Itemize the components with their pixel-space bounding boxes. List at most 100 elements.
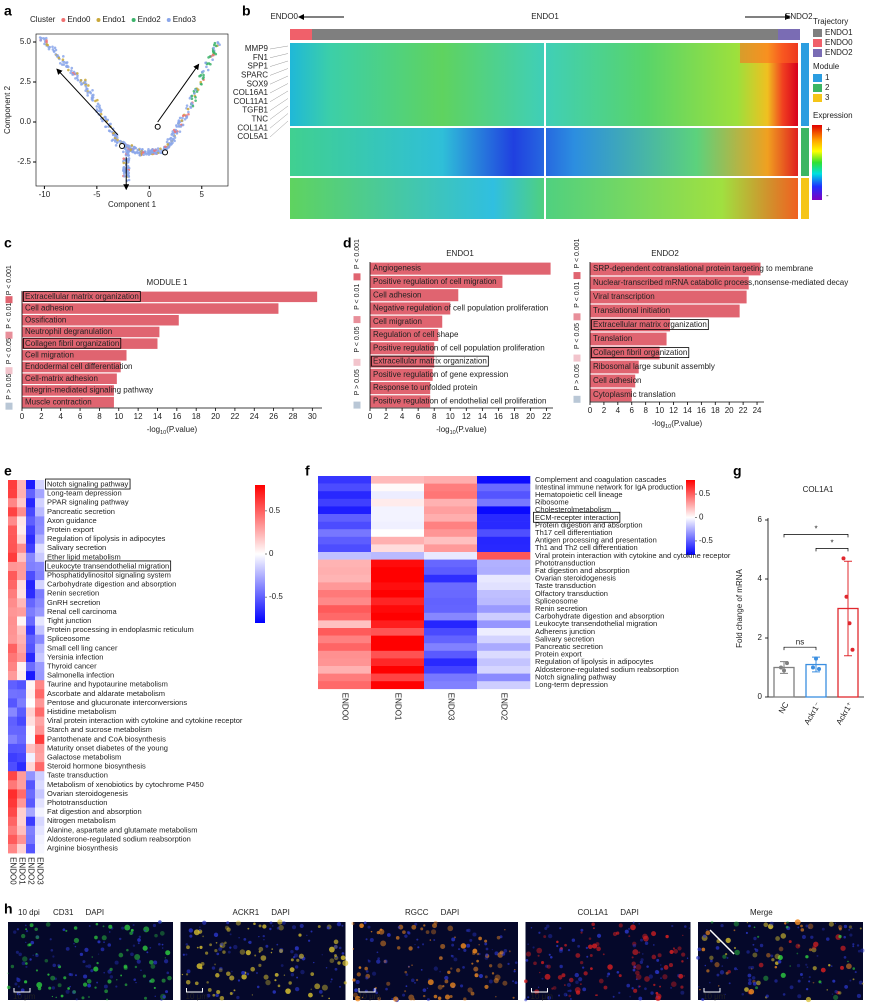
micrograph-signal <box>25 941 27 944</box>
row-label: Phototransduction <box>535 558 595 567</box>
micrograph-signal <box>137 938 141 942</box>
cell-point <box>169 136 173 140</box>
cell-point <box>205 65 208 69</box>
heatmap-cell <box>17 561 27 572</box>
cell-point <box>135 150 139 154</box>
micrograph-signal <box>629 995 632 998</box>
micrograph-signal <box>310 972 315 976</box>
micrograph-signal <box>697 985 700 988</box>
x-tick-label: 12 <box>462 412 471 421</box>
micrograph-signal <box>411 924 417 930</box>
category-label: Collagen fibril organization <box>593 348 687 357</box>
cell-point <box>98 107 102 110</box>
colorbar <box>255 485 265 623</box>
cell-point <box>66 65 70 69</box>
micrograph-signal <box>444 994 450 1000</box>
heatmap-cell <box>318 658 372 667</box>
micrograph-signal <box>47 973 50 976</box>
x-tick-label: 18 <box>192 412 201 421</box>
heatmap-cell <box>35 498 45 508</box>
channel-label: DAPI <box>441 908 460 917</box>
cell-point <box>212 46 215 50</box>
heatmap-cell <box>318 559 372 568</box>
micrograph-signal <box>209 943 212 947</box>
cell-point <box>70 66 74 70</box>
micrograph-signal <box>765 994 769 998</box>
heatmap-cell <box>35 552 45 563</box>
row-label: Axon guidance <box>47 516 97 525</box>
micrograph-signal <box>426 987 429 990</box>
cell-point <box>99 112 103 116</box>
micrograph-signal <box>668 963 674 968</box>
micrograph-signal <box>325 967 328 969</box>
cell-point <box>193 92 196 95</box>
micrograph-signal <box>514 961 518 964</box>
micrograph-signal <box>537 954 540 957</box>
branch-label: ENDO0 <box>270 12 298 21</box>
cell-point <box>122 157 126 160</box>
micrograph-signal <box>826 937 830 941</box>
heatmap-cell <box>424 567 478 576</box>
micrograph-signal <box>216 952 220 956</box>
micrograph-signal <box>595 994 597 997</box>
micrograph-signal <box>789 965 791 967</box>
micrograph-signal <box>337 961 341 965</box>
micrograph-signal <box>606 975 609 978</box>
row-label: Leukocyte transendothelial migration <box>47 561 169 570</box>
micrograph-signal <box>274 979 277 982</box>
micrograph-signal <box>659 985 662 988</box>
scale-bar <box>358 988 376 993</box>
micrograph-signal <box>699 988 701 991</box>
heatmap-cell <box>35 680 45 690</box>
cell-point <box>147 148 150 151</box>
micrograph-signal <box>137 942 140 945</box>
cell-point <box>91 88 94 92</box>
heatmap-cell <box>424 574 478 583</box>
micrograph-signal <box>93 966 99 972</box>
heatmap-cell <box>35 807 45 817</box>
micrograph-signal <box>467 987 473 993</box>
micrograph-signal <box>376 959 381 964</box>
micrograph-signal <box>133 978 137 981</box>
row-label: Tight junction <box>47 616 91 625</box>
micrograph-signal <box>626 983 631 988</box>
micrograph-signal <box>808 926 811 929</box>
micrograph-signal <box>144 996 148 1000</box>
micrograph-signal <box>618 974 622 978</box>
micrograph-signal <box>512 980 515 983</box>
heatmap-cell <box>8 652 18 663</box>
channel-label: RGCC <box>405 908 429 917</box>
micrograph-signal <box>44 958 49 963</box>
heatmap-cell <box>17 807 27 817</box>
micrograph-signal <box>291 925 297 930</box>
heatmap-cell <box>371 552 425 560</box>
significance-label: ns <box>796 637 804 646</box>
micrograph-signal <box>618 991 621 994</box>
micrograph-signal <box>74 945 77 948</box>
micrograph-signal <box>463 948 467 952</box>
heatmap-cell <box>8 780 18 790</box>
heatmap-cell <box>424 650 478 659</box>
micrograph-signal <box>138 935 142 939</box>
micrograph-signal <box>341 924 344 927</box>
row-label: Ovarian steroidogenesis <box>47 789 128 798</box>
micrograph-signal <box>255 971 259 975</box>
micrograph-signal <box>741 992 745 996</box>
micrograph-signal <box>420 969 423 971</box>
cell-point <box>204 61 207 65</box>
gene-label: COL16A1 <box>233 88 269 97</box>
micrograph-signal <box>648 974 653 979</box>
cell-point <box>122 150 125 154</box>
micrograph-signal <box>299 923 304 928</box>
micrograph-signal <box>263 939 265 941</box>
heatmap-cell <box>35 716 45 726</box>
cell-point <box>191 104 195 108</box>
heatmap-cell <box>318 673 372 682</box>
micrograph-signal <box>721 965 724 967</box>
micrograph-signal <box>333 939 339 945</box>
heatmap-cell <box>371 658 425 667</box>
micrograph-signal <box>530 927 533 929</box>
cell-point <box>190 101 193 105</box>
micrograph-signal <box>540 961 545 965</box>
bar <box>22 303 279 314</box>
